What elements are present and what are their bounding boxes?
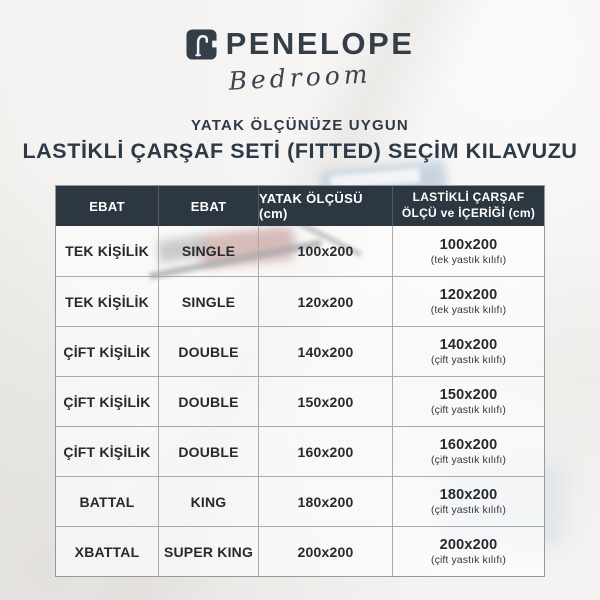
cell-sheet-size: 200x200 (çift yastık kılıfı) [393,527,544,576]
table-row: TEK KİŞİLİK SINGLE 100x200 100x200 (tek … [56,226,544,276]
table-row: XBATTAL SUPER KING 200x200 200x200 (çift… [56,526,544,576]
cell-size-en: DOUBLE [159,377,259,426]
cell-bed-size: 120x200 [259,277,393,326]
cell-sheet-size: 120x200 (tek yastık kılıfı) [393,277,544,326]
cell-sheet-size: 140x200 (çift yastık kılıfı) [393,327,544,376]
table-row: BATTAL KING 180x200 180x200 (çift yastık… [56,476,544,526]
table-row: ÇİFT KİŞİLİK DOUBLE 160x200 160x200 (çif… [56,426,544,476]
cell-size-tr: BATTAL [56,477,159,526]
column-header-sheet-size: LASTİKLİ ÇARŞAF ÖLÇÜ ve İÇERİĞİ (cm) [393,186,544,226]
cell-size-tr: TEK KİŞİLİK [56,226,159,276]
cell-size-tr: ÇİFT KİŞİLİK [56,427,159,476]
table-row: ÇİFT KİŞİLİK DOUBLE 140x200 140x200 (çif… [56,326,544,376]
table-body: TEK KİŞİLİK SINGLE 100x200 100x200 (tek … [56,226,544,576]
column-header-size-tr: EBAT [56,186,159,226]
cell-sheet-size: 180x200 (çift yastık kılıfı) [393,477,544,526]
table-header-row: EBAT EBAT YATAK ÖLÇÜSÜ (cm) LASTİKLİ ÇAR… [56,186,544,226]
cell-size-tr: XBATTAL [56,527,159,576]
cell-bed-size: 200x200 [259,527,393,576]
brand-header: PENELOPE Bedroom [0,26,600,96]
cell-size-en: SINGLE [159,277,259,326]
cell-size-en: DOUBLE [159,327,259,376]
cell-size-en: SINGLE [159,226,259,276]
cell-bed-size: 100x200 [259,226,393,276]
guide-title: LASTİKLİ ÇARŞAF SETİ (FITTED) SEÇİM KILA… [22,139,578,163]
column-header-size-en: EBAT [159,186,259,226]
cell-size-en: KING [159,477,259,526]
cell-sheet-size: 150x200 (çift yastık kılıfı) [393,377,544,426]
cell-size-tr: ÇİFT KİŞİLİK [56,327,159,376]
cell-bed-size: 160x200 [259,427,393,476]
size-guide-table: EBAT EBAT YATAK ÖLÇÜSÜ (cm) LASTİKLİ ÇAR… [55,185,545,577]
cell-size-tr: TEK KİŞİLİK [56,277,159,326]
cell-size-en: DOUBLE [159,427,259,476]
cell-sheet-size: 160x200 (çift yastık kılıfı) [393,427,544,476]
cell-bed-size: 150x200 [259,377,393,426]
cell-bed-size: 180x200 [259,477,393,526]
guide-heading: YATAK ÖLÇÜNÜZE UYGUN LASTİKLİ ÇARŞAF SET… [0,117,600,164]
cell-bed-size: 140x200 [259,327,393,376]
brand-name: PENELOPE [225,26,415,61]
cell-sheet-size: 100x200 (tek yastık kılıfı) [393,226,544,276]
table-row: TEK KİŞİLİK SINGLE 120x200 120x200 (tek … [56,276,544,326]
penelope-monogram-icon [186,28,217,60]
cell-size-tr: ÇİFT KİŞİLİK [56,377,159,426]
cell-size-en: SUPER KING [159,527,259,576]
column-header-bed-size: YATAK ÖLÇÜSÜ (cm) [259,186,393,226]
guide-subtitle: YATAK ÖLÇÜNÜZE UYGUN [191,117,409,134]
table-row: ÇİFT KİŞİLİK DOUBLE 150x200 150x200 (çif… [56,376,544,426]
